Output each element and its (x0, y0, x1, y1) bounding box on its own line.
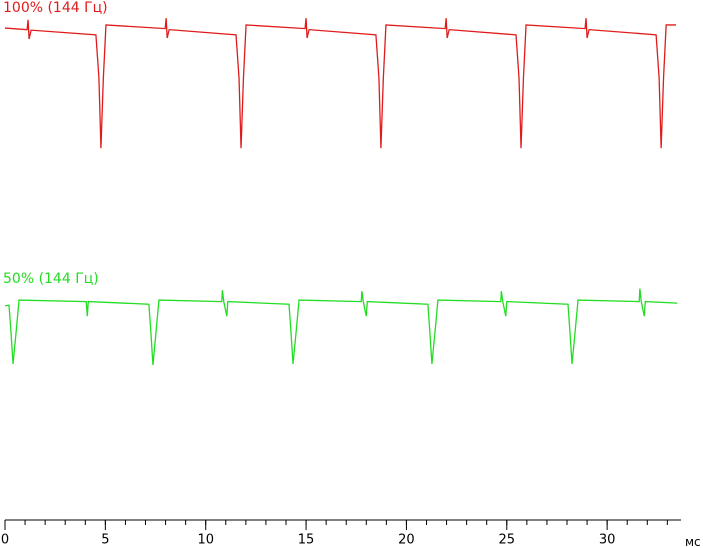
x-tick-label: 20 (398, 533, 415, 548)
x-axis-unit: мс (685, 535, 701, 548)
x-tick-label: 25 (499, 533, 516, 548)
trace-line (5, 289, 677, 365)
x-tick-label: 0 (1, 533, 9, 548)
trace-line (5, 18, 676, 148)
x-tick-label: 15 (298, 533, 315, 548)
chart: мс 0 5 10 15 20 25 30 100% (144 Гц) 50% (144 Гц) (0, 0, 703, 548)
x-tick-label: 5 (101, 533, 109, 548)
x-tick-label: 30 (599, 533, 616, 548)
series-label: 100% (144 Гц) (3, 0, 108, 16)
series-label: 50% (144 Гц) (3, 271, 99, 287)
x-tick-label: 10 (197, 533, 214, 548)
